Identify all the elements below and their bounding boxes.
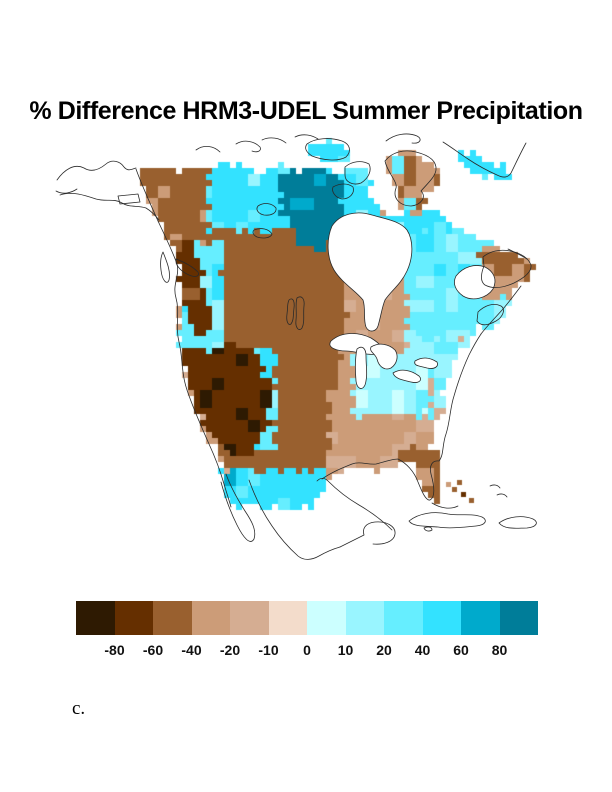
colorbar-tick-label: -80 bbox=[104, 642, 125, 658]
colorbar-segment bbox=[345, 601, 384, 635]
great-slave-lake bbox=[252, 228, 273, 239]
baja-california bbox=[220, 473, 256, 542]
gulf-of-st-lawrence bbox=[454, 265, 496, 300]
colorbar-tick-label: 60 bbox=[453, 642, 469, 658]
lake-huron bbox=[370, 343, 398, 370]
devon-island bbox=[385, 133, 421, 144]
nova-scotia-coastline bbox=[476, 304, 504, 326]
mexico-gulf-coastline bbox=[316, 477, 393, 531]
colorbar-segment bbox=[461, 601, 500, 635]
florida-keys bbox=[431, 502, 459, 509]
panel-label: c. bbox=[72, 698, 86, 719]
arctic-islands-top bbox=[261, 134, 319, 144]
colorbar-segment bbox=[114, 601, 153, 635]
colorbar-segment bbox=[230, 601, 269, 635]
hispaniola-coastline bbox=[498, 516, 537, 529]
colorbar-tick-label: 10 bbox=[337, 642, 354, 658]
yucatan-coastline bbox=[339, 521, 396, 548]
lake-ontario bbox=[414, 357, 438, 369]
colorbar-tick-label: 40 bbox=[414, 642, 431, 658]
us-gulf-atlantic-coastline bbox=[321, 333, 482, 501]
isla-juventud bbox=[423, 526, 433, 532]
lake-michigan bbox=[354, 346, 368, 389]
colorbar-tick-label: 0 bbox=[303, 642, 311, 658]
arctic-islands-west bbox=[195, 140, 261, 153]
colorbar-segment bbox=[422, 601, 461, 635]
coats-island-coastline bbox=[332, 183, 354, 200]
colorbar-segment bbox=[76, 601, 115, 635]
colorbar-segment bbox=[307, 601, 346, 635]
victoria-island-coastline bbox=[305, 138, 350, 161]
colorbar-tick-label: -20 bbox=[219, 642, 241, 658]
lake-winnipeg bbox=[295, 296, 305, 330]
cuba-coastline bbox=[408, 512, 486, 529]
colorbar bbox=[76, 601, 538, 635]
colorbar-tick-label: -10 bbox=[258, 642, 279, 658]
colorbar-tick-label: -60 bbox=[142, 642, 164, 658]
lake-winnipegosis bbox=[286, 298, 295, 325]
colorbar-segment bbox=[268, 601, 307, 635]
colorbar-ticks: -80 -60 -40 -20 -10 0 10 20 40 60 80 bbox=[76, 642, 538, 660]
newfoundland-coastline bbox=[481, 249, 532, 289]
great-bear-lake bbox=[256, 203, 277, 216]
vancouver-island bbox=[175, 258, 199, 277]
colorbar-tick-label: 20 bbox=[376, 642, 392, 658]
southampton-coastline bbox=[344, 161, 371, 185]
kodiak-island bbox=[117, 193, 141, 205]
colorbar-segment bbox=[191, 601, 230, 635]
bahamas-outline bbox=[489, 484, 508, 498]
colorbar-segment bbox=[384, 601, 423, 635]
colorbar-segment bbox=[153, 601, 192, 635]
lake-erie bbox=[392, 369, 421, 383]
colorbar-tick-label: -40 bbox=[181, 642, 202, 658]
baffin-coastline bbox=[384, 150, 437, 207]
alaska-south-coastline bbox=[59, 192, 160, 221]
aleutian-coastline bbox=[55, 188, 78, 194]
alaska-north-coastline bbox=[56, 160, 137, 181]
mexico-west-coastline bbox=[248, 479, 341, 560]
colorbar-tick-label: 80 bbox=[491, 642, 508, 658]
pacific-coastline bbox=[135, 168, 232, 508]
greenland-coastline bbox=[442, 141, 527, 178]
haida-gwaii bbox=[160, 251, 170, 283]
colorbar-segment bbox=[499, 601, 538, 635]
hudson-bay bbox=[327, 212, 413, 332]
